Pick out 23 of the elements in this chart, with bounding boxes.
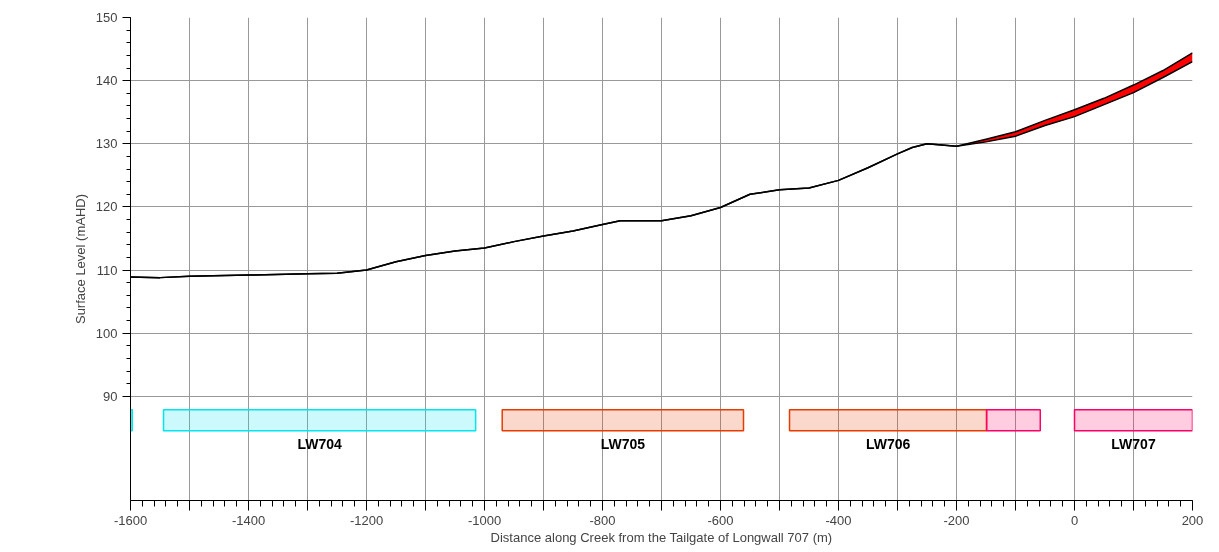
y-tick-label: 130 xyxy=(95,136,118,152)
y-tick-label: 110 xyxy=(96,262,118,278)
y-tick-label: 120 xyxy=(95,199,118,215)
x-tick-label: -1400 xyxy=(231,512,266,528)
band-label: LW705 xyxy=(600,435,646,452)
x-tick-label: 0 xyxy=(1070,512,1079,528)
x-tick-label: -1000 xyxy=(467,512,502,528)
y-tick-label: 90 xyxy=(103,388,118,404)
band-label: LW706 xyxy=(865,435,911,452)
x-tick-label: -400 xyxy=(825,512,852,528)
y-tick-label: 140 xyxy=(95,73,118,89)
x-axis-title: Distance along Creek from the Tailgate of Longwall 707 (m) xyxy=(490,529,833,545)
x-tick-label: 200 xyxy=(1181,512,1204,528)
x-tick-label: -800 xyxy=(589,512,616,528)
x-tick-label: -1600 xyxy=(113,512,148,528)
x-tick-label: -1200 xyxy=(349,512,384,528)
y-tick-label: 150 xyxy=(95,10,118,25)
x-tick-label: -600 xyxy=(707,512,734,528)
x-tick-label: -200 xyxy=(943,512,970,528)
y-tick-label: 100 xyxy=(95,325,118,341)
band-label: LW707 xyxy=(1111,435,1156,452)
band-label: LW704 xyxy=(297,435,342,452)
y-axis-title: Surface Level (mAHD) xyxy=(72,193,88,325)
